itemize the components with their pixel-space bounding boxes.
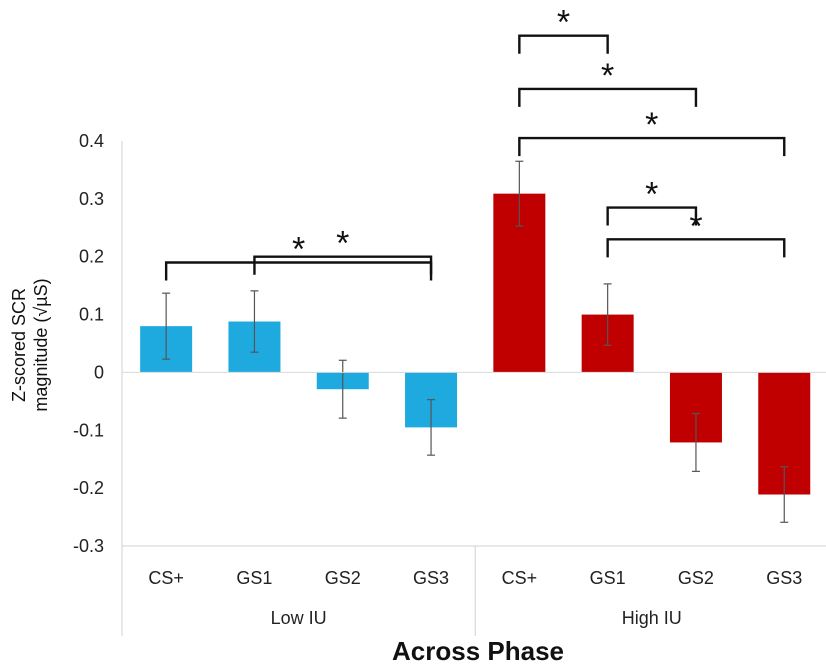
y-axis: 0.4 0.3 0.2 0.1 0 -0.1 -0.2 -0.3 xyxy=(73,131,104,556)
x-group-label: Low IU xyxy=(271,608,327,628)
error-bars xyxy=(162,160,789,523)
significance-brackets: * * * * * * * xyxy=(164,4,786,281)
x-category-label: GS2 xyxy=(325,568,361,588)
y-tick-label: 0.1 xyxy=(79,305,104,325)
x-category-label: GS1 xyxy=(236,568,272,588)
x-category-label: GS3 xyxy=(766,568,802,588)
x-category-label: GS3 xyxy=(413,568,449,588)
y-tick-label: 0.4 xyxy=(79,131,104,151)
y-axis-label-line2: magnitude (√µS) xyxy=(31,278,51,411)
significance-bracket xyxy=(518,136,786,157)
x-axis-title: Across Phase xyxy=(392,636,564,666)
significance-star: * xyxy=(645,176,658,214)
y-tick-label: -0.2 xyxy=(73,478,104,498)
significance-bracket xyxy=(518,87,698,107)
significance-star: * xyxy=(336,225,349,263)
y-tick-label: 0 xyxy=(94,362,104,382)
x-category-label: GS1 xyxy=(590,568,626,588)
x-category-label: GS2 xyxy=(678,568,714,588)
significance-bracket xyxy=(606,206,698,226)
y-tick-label: 0.3 xyxy=(79,189,104,209)
x-category-label: CS+ xyxy=(502,568,538,588)
significance-bracket xyxy=(164,261,433,281)
significance-star: * xyxy=(557,4,570,42)
significance-star: * xyxy=(601,57,614,95)
bars xyxy=(140,193,811,495)
y-tick-label: 0.2 xyxy=(79,247,104,267)
y-tick-label: -0.3 xyxy=(73,536,104,556)
y-axis-label-line1: Z-scored SCR xyxy=(9,288,29,402)
significance-bracket xyxy=(518,34,609,54)
x-category-label: CS+ xyxy=(148,568,184,588)
x-axis: CS+ GS1 GS2 GS3 Low IU CS+ GS1 GS2 GS3 High IU xyxy=(121,141,826,636)
significance-bracket xyxy=(606,238,786,258)
x-group-label: High IU xyxy=(622,608,682,628)
significance-star: * xyxy=(689,207,702,245)
y-tick-label: -0.1 xyxy=(73,420,104,440)
significance-star: * xyxy=(292,231,305,269)
significance-star: * xyxy=(645,106,658,144)
